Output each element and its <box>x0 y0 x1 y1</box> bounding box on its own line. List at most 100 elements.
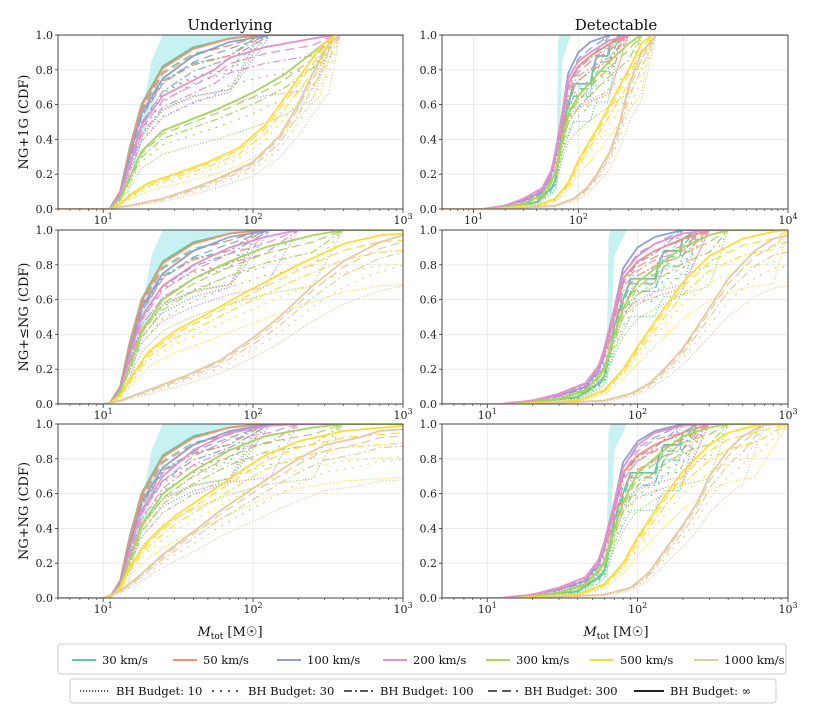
ytick-label: 0.8 <box>36 453 54 466</box>
series-line <box>442 424 788 598</box>
series-line <box>442 230 788 404</box>
xtick-label: 101 <box>94 601 113 616</box>
xlabel-sub: tot <box>597 632 610 642</box>
ytick-label: 0.2 <box>420 363 438 376</box>
series-line <box>442 424 788 598</box>
series-1000kms <box>442 234 788 404</box>
ytick-label: 0.8 <box>420 453 438 466</box>
series-line <box>442 424 788 598</box>
series-1000kms <box>442 424 788 598</box>
series-line <box>442 424 788 598</box>
series-line <box>442 35 788 209</box>
axes-frame <box>441 423 789 599</box>
series-line <box>58 232 403 404</box>
series-200kms <box>442 424 788 598</box>
ytick-label: 0.0 <box>420 203 438 216</box>
series-line <box>442 424 788 598</box>
xtick-label: 104 <box>778 212 797 227</box>
legend-velocity-box <box>57 643 787 675</box>
legend-budget: BH Budget: 10 BH Budget: 30 BH Budget: 100… <box>80 684 751 698</box>
series-line <box>58 230 403 404</box>
ytick-label: 0.6 <box>420 99 438 112</box>
series-line <box>442 424 788 598</box>
series-line <box>442 230 788 404</box>
legend-velocity-label: 30 km/s <box>102 653 148 667</box>
ytick-label: 1.0 <box>420 224 438 237</box>
ytick-label: 0.0 <box>420 398 438 411</box>
xtick-label: 103 <box>778 407 797 422</box>
series-line <box>58 230 403 404</box>
panels-group: 0.0 0.2 0.4 0.6 0.8 1.0 101 102 103 0.0 0.2 0.4 0.6 0… <box>36 29 798 616</box>
series-line <box>58 239 403 404</box>
xtick-label: 101 <box>464 212 483 227</box>
axes-frame <box>57 34 404 210</box>
legend-budget-box <box>69 678 777 704</box>
xtick-label: 103 <box>393 212 412 227</box>
series-line <box>58 230 403 404</box>
legend-budget-label: BH Budget: 10 <box>116 684 202 698</box>
axes-frame <box>57 423 404 599</box>
series-line <box>58 234 403 404</box>
column-title-underlying: Underlying <box>187 16 273 34</box>
series-line <box>442 35 788 209</box>
axes-frame <box>57 229 404 405</box>
series-line <box>442 230 788 404</box>
ytick-label: 0.4 <box>420 328 438 341</box>
legend-budget-label: BH Budget: 30 <box>248 684 334 698</box>
series-line <box>58 35 403 209</box>
xlabel-underlying: Mtot [M☉] <box>196 625 262 642</box>
xtick-label: 101 <box>478 601 497 616</box>
xtick-label: 101 <box>94 407 113 422</box>
ytick-label: 0.8 <box>420 64 438 77</box>
xtick-label: 102 <box>244 407 263 422</box>
series-line <box>442 230 788 404</box>
series-line <box>442 424 788 598</box>
ytick-label: 0.2 <box>420 557 438 570</box>
ytick-label: 1.0 <box>420 29 438 42</box>
series-line <box>58 424 403 598</box>
ytick-label: 0.6 <box>420 294 438 307</box>
series-line <box>58 424 403 598</box>
panel-detectable-ngng: 0.0 0.2 0.4 0.6 0.8 1.0 101 102 103 <box>420 418 798 616</box>
panel-underlying-ngng: 0.0 0.2 0.4 0.6 0.8 1.0 101 102 103 <box>36 418 413 616</box>
series-300kms <box>442 230 788 404</box>
series-line <box>442 230 788 404</box>
uncertainty-band <box>556 35 571 209</box>
uncertainty-band <box>606 230 628 404</box>
series-line <box>442 230 788 404</box>
axes-frame <box>441 229 789 405</box>
series-line <box>58 35 403 209</box>
series-line <box>442 35 788 209</box>
series-line <box>58 424 403 598</box>
ytick-label: 1.0 <box>36 29 54 42</box>
ytick-label: 0.8 <box>420 259 438 272</box>
series-line <box>58 35 403 209</box>
series-1000kms <box>58 35 403 209</box>
series-line <box>442 424 788 598</box>
panel-detectable-ng1g: 0.0 0.2 0.4 0.6 0.8 1.0 101 102 104 <box>420 29 798 227</box>
series-line <box>442 230 788 404</box>
xtick-label: 102 <box>244 601 263 616</box>
legend-budget-label: BH Budget: 300 <box>524 684 618 698</box>
ytick-label: 0.6 <box>36 99 54 112</box>
row-ylabel-ngle: NG+≤NG (CDF) <box>17 263 32 372</box>
ytick-label: 0.6 <box>420 488 438 501</box>
legend-budget-label: BH Budget: ∞ <box>670 684 751 698</box>
series-line <box>442 230 788 404</box>
series-line <box>442 35 788 209</box>
ytick-label: 0.0 <box>420 592 438 605</box>
legend-velocity-label: 500 km/s <box>620 653 673 667</box>
series-500kms <box>58 35 403 209</box>
series-line <box>58 35 403 209</box>
ytick-label: 0.2 <box>36 168 54 181</box>
legend-velocity-label: 200 km/s <box>413 653 466 667</box>
ytick-label: 0.8 <box>36 64 54 77</box>
ytick-label: 0.4 <box>36 133 54 146</box>
xtick-label: 101 <box>94 212 113 227</box>
series-line <box>442 35 788 209</box>
ytick-label: 0.4 <box>36 328 54 341</box>
xtick-label: 103 <box>393 601 412 616</box>
series-line <box>442 265 788 404</box>
xlabel-unit: [M☉] <box>613 625 648 640</box>
